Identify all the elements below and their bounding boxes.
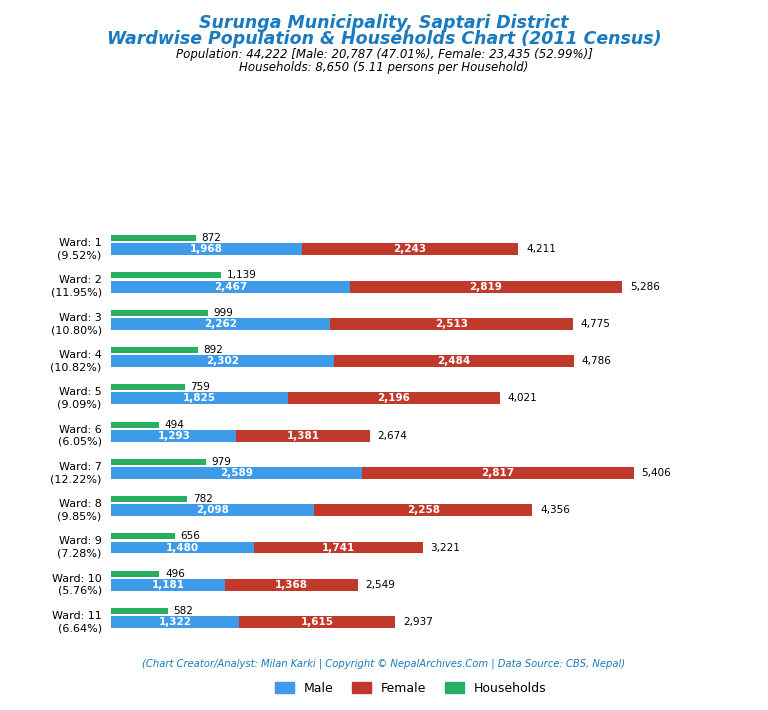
Text: 2,484: 2,484 (437, 356, 471, 366)
Bar (111, 235, 196, 241)
Text: 4,775: 4,775 (581, 319, 611, 329)
Bar (349, 280, 622, 293)
Legend: Male, Female, Households: Male, Female, Households (270, 677, 551, 700)
Bar (226, 579, 358, 591)
Text: Surunga Municipality, Saptari District: Surunga Municipality, Saptari District (200, 14, 568, 32)
Bar (111, 393, 288, 405)
Text: 4,021: 4,021 (508, 393, 538, 403)
Text: 1,741: 1,741 (322, 542, 355, 552)
Text: 2,258: 2,258 (406, 506, 439, 515)
Bar (111, 280, 349, 293)
Text: (Chart Creator/Analyst: Milan Karki | Copyright © NepalArchives.Com | Data Sourc: (Chart Creator/Analyst: Milan Karki | Co… (142, 658, 626, 669)
Text: 4,786: 4,786 (581, 356, 611, 366)
Text: 2,817: 2,817 (481, 468, 514, 478)
Text: 2,819: 2,819 (469, 282, 502, 292)
Bar (111, 244, 302, 256)
Bar (330, 318, 573, 330)
Text: 2,937: 2,937 (403, 617, 432, 627)
Text: 979: 979 (212, 457, 232, 466)
Bar (314, 504, 532, 516)
Bar (111, 422, 159, 427)
Text: Population: 44,222 [Male: 20,787 (47.01%), Female: 23,435 (52.99%)]: Population: 44,222 [Male: 20,787 (47.01%… (176, 48, 592, 61)
Bar (111, 504, 314, 516)
Bar (237, 430, 369, 442)
Text: 1,139: 1,139 (227, 271, 257, 280)
Text: Households: 8,650 (5.11 persons per Household): Households: 8,650 (5.11 persons per Hous… (240, 61, 528, 74)
Text: 5,286: 5,286 (630, 282, 660, 292)
Text: 2,467: 2,467 (214, 282, 247, 292)
Text: 2,098: 2,098 (197, 506, 229, 515)
Text: 1,825: 1,825 (183, 393, 216, 403)
Bar (111, 571, 159, 577)
Bar (334, 355, 574, 367)
Bar (111, 318, 330, 330)
Text: 1,181: 1,181 (152, 580, 185, 590)
Text: 1,615: 1,615 (300, 617, 333, 627)
Text: Wardwise Population & Households Chart (2011 Census): Wardwise Population & Households Chart (… (107, 30, 661, 48)
Bar (111, 533, 175, 540)
Bar (111, 459, 206, 465)
Text: 1,381: 1,381 (286, 431, 319, 441)
Text: 2,674: 2,674 (377, 431, 407, 441)
Bar (111, 355, 334, 367)
Bar (111, 579, 226, 591)
Bar (111, 430, 237, 442)
Text: 5,406: 5,406 (641, 468, 671, 478)
Text: 782: 782 (193, 494, 213, 504)
Text: 2,302: 2,302 (206, 356, 239, 366)
Bar (111, 310, 208, 316)
Text: 3,221: 3,221 (430, 542, 460, 552)
Text: 2,549: 2,549 (366, 580, 396, 590)
Text: 1,480: 1,480 (167, 542, 200, 552)
Bar (111, 273, 221, 278)
Text: 1,293: 1,293 (157, 431, 190, 441)
Text: 2,196: 2,196 (377, 393, 410, 403)
Text: 4,356: 4,356 (540, 506, 570, 515)
Bar (111, 542, 254, 554)
Bar (111, 467, 362, 479)
Text: 1,322: 1,322 (159, 617, 192, 627)
Bar (288, 393, 500, 405)
Text: 4,211: 4,211 (526, 244, 556, 254)
Text: 496: 496 (165, 569, 185, 579)
Bar (111, 616, 239, 628)
Text: 1,368: 1,368 (275, 580, 308, 590)
Text: 759: 759 (190, 382, 210, 392)
Bar (362, 467, 634, 479)
Text: 872: 872 (201, 233, 221, 244)
Bar (239, 616, 395, 628)
Text: 999: 999 (214, 307, 233, 318)
Bar (111, 347, 197, 353)
Bar (254, 542, 422, 554)
Text: 656: 656 (180, 531, 200, 541)
Bar (302, 244, 518, 256)
Bar (111, 384, 184, 390)
Text: 2,262: 2,262 (204, 319, 237, 329)
Bar (111, 496, 187, 502)
Bar (111, 608, 167, 614)
Text: 2,589: 2,589 (220, 468, 253, 478)
Text: 494: 494 (165, 420, 185, 430)
Text: 892: 892 (204, 345, 223, 355)
Text: 1,968: 1,968 (190, 244, 223, 254)
Text: 2,513: 2,513 (435, 319, 468, 329)
Text: 582: 582 (174, 606, 194, 616)
Text: 2,243: 2,243 (393, 244, 426, 254)
